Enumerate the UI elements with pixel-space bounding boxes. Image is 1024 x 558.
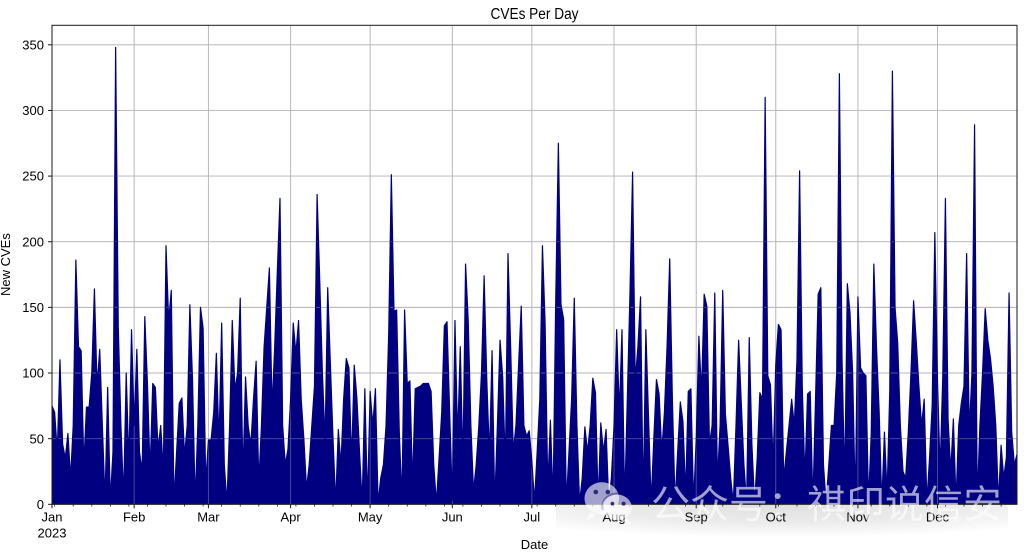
svg-text:Apr: Apr [280,510,301,525]
svg-text:May: May [358,510,383,525]
svg-text:300: 300 [22,103,44,118]
svg-text:CVEs Per Day: CVEs Per Day [491,6,579,23]
svg-text:100: 100 [22,366,44,381]
svg-text:200: 200 [22,234,44,249]
svg-text:0: 0 [37,497,44,512]
svg-text:50: 50 [30,431,44,446]
svg-text:250: 250 [22,169,44,184]
svg-text:Feb: Feb [123,510,145,525]
svg-text:Jun: Jun [442,510,463,525]
svg-text:150: 150 [22,300,44,315]
svg-text:Jul: Jul [524,510,541,525]
svg-text:350: 350 [22,37,44,52]
svg-text:New CVEs: New CVEs [0,233,13,296]
svg-text:Mar: Mar [197,510,220,525]
svg-text:Date: Date [521,537,548,552]
svg-text:Jan: Jan [42,510,63,525]
svg-text:2023: 2023 [38,526,67,541]
